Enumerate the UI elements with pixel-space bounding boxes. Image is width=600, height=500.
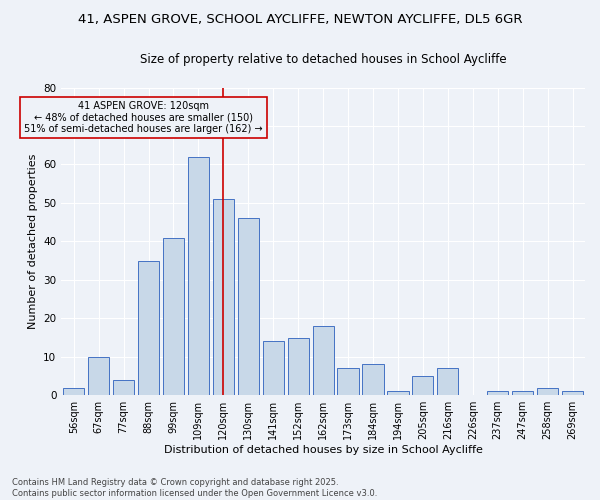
Bar	[412, 376, 433, 395]
Bar	[163, 238, 184, 395]
Y-axis label: Number of detached properties: Number of detached properties	[28, 154, 38, 329]
Bar	[337, 368, 359, 395]
Title: Size of property relative to detached houses in School Aycliffe: Size of property relative to detached ho…	[140, 52, 506, 66]
Bar	[487, 392, 508, 395]
Bar	[88, 356, 109, 395]
Bar	[562, 392, 583, 395]
Bar	[238, 218, 259, 395]
Bar	[213, 199, 234, 395]
Bar	[437, 368, 458, 395]
Bar	[188, 156, 209, 395]
Text: 41 ASPEN GROVE: 120sqm
← 48% of detached houses are smaller (150)
51% of semi-de: 41 ASPEN GROVE: 120sqm ← 48% of detached…	[24, 101, 263, 134]
Text: Contains HM Land Registry data © Crown copyright and database right 2025.
Contai: Contains HM Land Registry data © Crown c…	[12, 478, 377, 498]
Bar	[388, 392, 409, 395]
Bar	[138, 260, 159, 395]
Bar	[63, 388, 85, 395]
Bar	[113, 380, 134, 395]
Bar	[263, 342, 284, 395]
X-axis label: Distribution of detached houses by size in School Aycliffe: Distribution of detached houses by size …	[164, 445, 482, 455]
Bar	[512, 392, 533, 395]
Text: 41, ASPEN GROVE, SCHOOL AYCLIFFE, NEWTON AYCLIFFE, DL5 6GR: 41, ASPEN GROVE, SCHOOL AYCLIFFE, NEWTON…	[78, 12, 522, 26]
Bar	[313, 326, 334, 395]
Bar	[537, 388, 558, 395]
Bar	[287, 338, 309, 395]
Bar	[362, 364, 383, 395]
